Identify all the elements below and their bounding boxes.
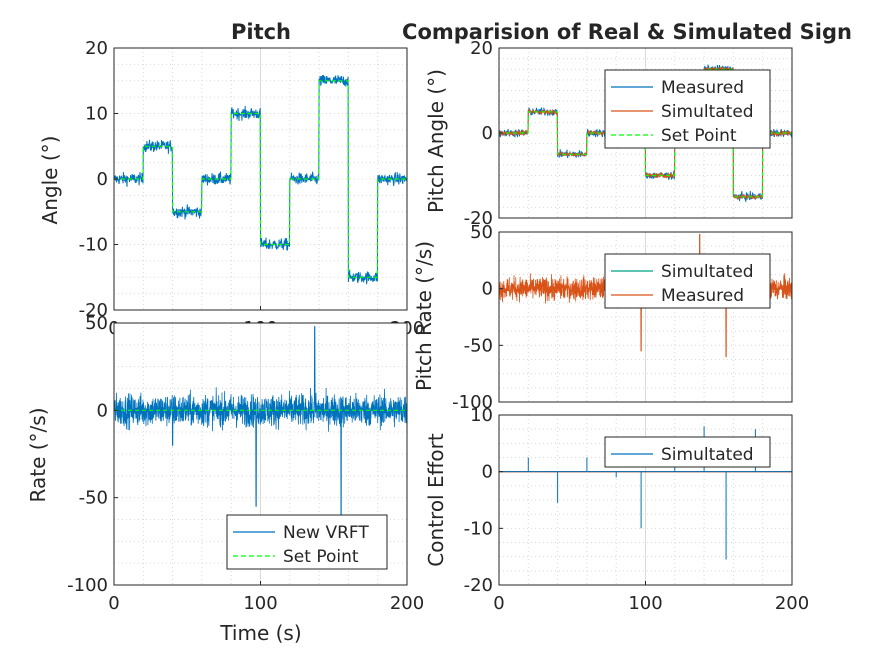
x-tick-label: 200 bbox=[390, 593, 424, 614]
pitch-angle-data bbox=[114, 74, 407, 285]
y-tick-label: -50 bbox=[79, 488, 108, 509]
setpoint-line bbox=[499, 68, 792, 198]
legend-label: Measured bbox=[661, 78, 744, 98]
cmp-rate-frame bbox=[498, 231, 793, 403]
y-tick-label: -100 bbox=[67, 575, 108, 596]
y-tick-label: 20 bbox=[85, 38, 108, 59]
y-tick-label: -20 bbox=[464, 575, 493, 596]
cmp-angle-data bbox=[499, 64, 792, 203]
y-tick-label: 0 bbox=[97, 169, 108, 190]
left-chart-title: Pitch bbox=[231, 20, 291, 44]
legend-label: Set Point bbox=[661, 126, 737, 146]
pitch-rate-legend bbox=[226, 514, 388, 570]
legend-label: Set Point bbox=[283, 547, 359, 567]
pitch-rate-ylabel: Rate (°/s) bbox=[26, 408, 50, 503]
y-tick-label: 0 bbox=[482, 123, 493, 144]
y-tick-label: -50 bbox=[464, 335, 493, 356]
pitch-angle-grid bbox=[113, 47, 408, 311]
cmp-angle-legend bbox=[604, 69, 771, 149]
comparison-rate-axes: 50 0 -50 -100 Simultated Measured bbox=[452, 222, 793, 413]
y-tick-label: -10 bbox=[464, 518, 493, 539]
x-tick-label: 100 bbox=[243, 593, 277, 614]
legend-label: Measured bbox=[661, 286, 744, 306]
pitch-rate-data bbox=[114, 326, 407, 516]
legend-label: Simultated bbox=[661, 445, 754, 465]
x-tick-label: 0 bbox=[493, 593, 504, 614]
cmp-effort-legend bbox=[604, 436, 771, 468]
y-tick-label: 0 bbox=[97, 400, 108, 421]
y-tick-label: 10 bbox=[470, 405, 493, 426]
y-tick-label: 0 bbox=[482, 279, 493, 300]
y-tick-label: 20 bbox=[470, 38, 493, 59]
y-tick-label: -20 bbox=[464, 208, 493, 229]
right-chart-title: Comparision of Real & Simulated Sign bbox=[402, 20, 852, 44]
cmp-angle-ylabel: Pitch Angle (°) bbox=[424, 69, 448, 213]
x-tick-label: 200 bbox=[775, 593, 809, 614]
cmp-rate-ylabel: Pitch Rate (°/s) bbox=[412, 241, 436, 391]
y-tick-label: 50 bbox=[85, 313, 108, 334]
y-tick-label: 50 bbox=[470, 222, 493, 243]
cmp-rate-legend bbox=[604, 253, 771, 309]
y-tick-label: -20 bbox=[79, 300, 108, 321]
x-tick-label: 0 bbox=[108, 593, 119, 614]
legend-label: Simultated bbox=[661, 262, 754, 282]
y-tick-label: 0 bbox=[482, 462, 493, 483]
legend-label: Simultated bbox=[661, 102, 754, 122]
legend-label: New VRFT bbox=[283, 523, 369, 543]
simulated-line bbox=[499, 65, 792, 200]
comparison-angle-axes: 20 0 -20 Measured Simultated Set Point bbox=[464, 38, 793, 229]
y-tick-label: 10 bbox=[85, 104, 108, 125]
pitch-rate-xlabel: Time (s) bbox=[219, 621, 301, 645]
x-tick-label: 100 bbox=[628, 593, 662, 614]
new-vrft-line bbox=[114, 326, 407, 516]
y-tick-label: -10 bbox=[79, 235, 108, 256]
setpoint-line bbox=[114, 80, 407, 278]
cmp-effort-ylabel: Control Effort bbox=[424, 433, 448, 567]
y-tick-label: -100 bbox=[452, 392, 493, 413]
pitch-angle-ylabel: Angle (°) bbox=[38, 136, 62, 225]
